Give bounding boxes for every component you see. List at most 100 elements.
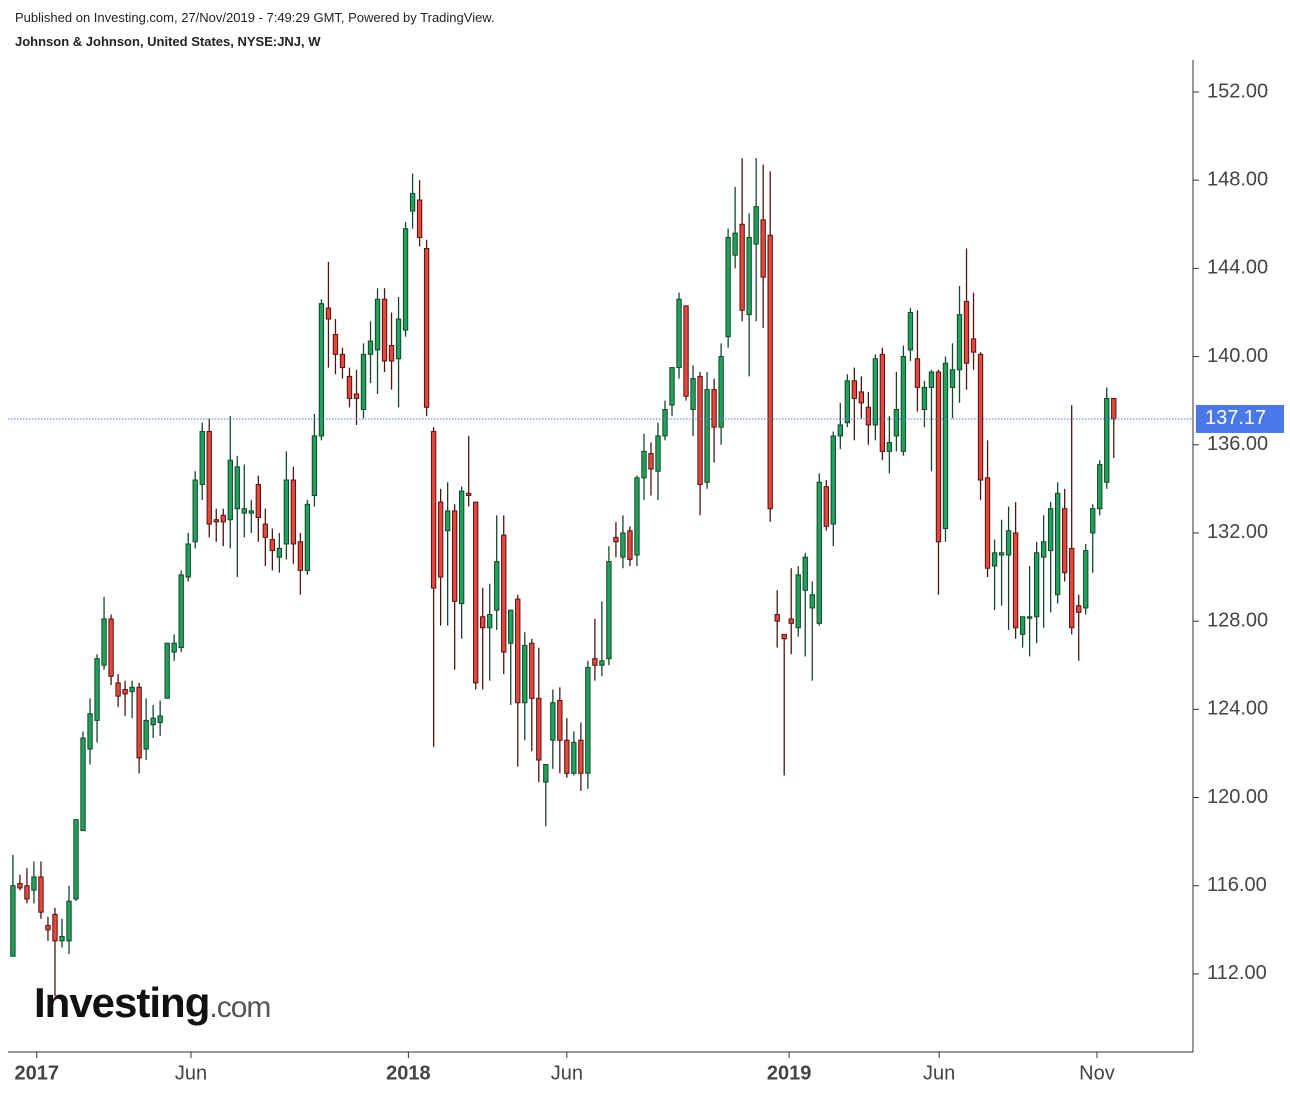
y-tick-label: 144.00 xyxy=(1207,257,1268,279)
last-price-tag xyxy=(1196,404,1284,433)
candle-body xyxy=(739,223,745,311)
candle-body xyxy=(816,481,822,624)
candle-body xyxy=(998,552,1005,556)
candle-body xyxy=(494,561,500,611)
y-tick-label: 112.00 xyxy=(1207,962,1267,984)
candle-body xyxy=(458,490,465,605)
candle-body xyxy=(1083,550,1089,609)
last-price-label: 137.17 xyxy=(1205,407,1266,429)
candle-body xyxy=(395,318,402,360)
x-tick-label: 2018 xyxy=(386,1062,431,1084)
candle-body xyxy=(872,358,879,426)
candle-body xyxy=(907,311,914,351)
candle-body xyxy=(59,935,65,942)
x-tick-label: 2017 xyxy=(14,1062,59,1084)
candle-body xyxy=(851,380,858,399)
candle-body xyxy=(269,539,276,552)
candle-body xyxy=(578,739,584,774)
candle-body xyxy=(416,199,423,238)
candle-body xyxy=(536,697,542,761)
candle-body xyxy=(809,594,815,609)
candle-body xyxy=(984,477,991,569)
candle-body xyxy=(480,616,486,629)
candle-body xyxy=(837,424,843,437)
candle-body xyxy=(935,371,942,543)
candle-body xyxy=(318,303,325,437)
candle-body xyxy=(1019,616,1026,635)
candle-body xyxy=(627,530,633,560)
y-tick-label: 120.00 xyxy=(1207,786,1268,808)
y-tick-label: 132.00 xyxy=(1207,521,1268,543)
candle-body xyxy=(332,334,339,355)
candle-body xyxy=(73,819,79,900)
candle-body xyxy=(550,702,556,741)
chart-title: Johnson & Johnson, United States, NYSE:J… xyxy=(15,34,321,49)
candle-body xyxy=(1062,508,1068,574)
candle-body xyxy=(788,618,794,624)
candle-body xyxy=(515,598,521,704)
candle-body xyxy=(283,479,290,545)
candle-body xyxy=(718,356,724,428)
candle-body xyxy=(143,719,149,750)
candle-body xyxy=(823,486,829,527)
x-tick-label: Jun xyxy=(175,1062,207,1084)
y-tick-label: 136.00 xyxy=(1207,433,1268,455)
candle-body xyxy=(949,369,956,388)
candle-body xyxy=(213,519,219,523)
candle-body xyxy=(1076,605,1082,613)
candle-body xyxy=(571,741,577,774)
candle-body xyxy=(893,408,900,437)
candle-body xyxy=(164,642,170,699)
candle-body xyxy=(220,514,226,523)
candle-body xyxy=(732,232,738,256)
candle-body xyxy=(1054,492,1061,596)
candle-body xyxy=(599,660,605,666)
candle-body xyxy=(634,477,640,556)
candle-body xyxy=(501,534,507,653)
candle-body xyxy=(613,536,619,543)
candle-body xyxy=(31,876,37,891)
candle-body xyxy=(178,574,184,649)
candle-body xyxy=(1026,616,1033,619)
candle-body xyxy=(367,340,374,355)
candle-body xyxy=(52,913,58,942)
candle-body xyxy=(17,883,23,889)
y-tick-label: 140.00 xyxy=(1207,345,1268,367)
candle-body xyxy=(697,375,703,485)
candle-body xyxy=(346,375,353,399)
candle-body xyxy=(94,658,100,721)
candle-body xyxy=(1033,552,1040,618)
candle-body xyxy=(360,353,367,410)
candle-body xyxy=(157,715,163,724)
candle-body xyxy=(921,386,928,410)
y-tick-label: 128.00 xyxy=(1207,609,1268,631)
candle-body xyxy=(753,206,759,245)
candle-body xyxy=(1097,464,1103,510)
candle-body xyxy=(683,305,689,397)
candle-body xyxy=(409,192,416,212)
candle-body xyxy=(423,248,430,408)
candle-body xyxy=(977,353,984,481)
candle-body xyxy=(858,391,865,404)
y-tick-label: 124.00 xyxy=(1207,698,1268,720)
candle-body xyxy=(928,371,935,388)
candle-body xyxy=(24,885,30,900)
candle-body xyxy=(325,307,332,320)
x-tick-label: Jun xyxy=(923,1062,955,1084)
published-note: Published on Investing.com, 27/Nov/2019 … xyxy=(15,10,495,25)
candle-body xyxy=(311,435,318,496)
candle-body xyxy=(795,574,801,629)
candle-body xyxy=(466,492,472,496)
candle-body xyxy=(45,924,51,931)
candle-body xyxy=(199,431,205,485)
candle-body xyxy=(844,380,850,424)
candle-body xyxy=(1012,532,1019,629)
y-tick-label: 152.00 xyxy=(1207,80,1268,102)
candle-body xyxy=(1090,508,1096,534)
candle-body xyxy=(108,618,114,677)
candle-body xyxy=(662,408,668,437)
candle-body xyxy=(290,479,297,545)
candle-body xyxy=(444,510,451,532)
candle-body xyxy=(522,644,528,704)
